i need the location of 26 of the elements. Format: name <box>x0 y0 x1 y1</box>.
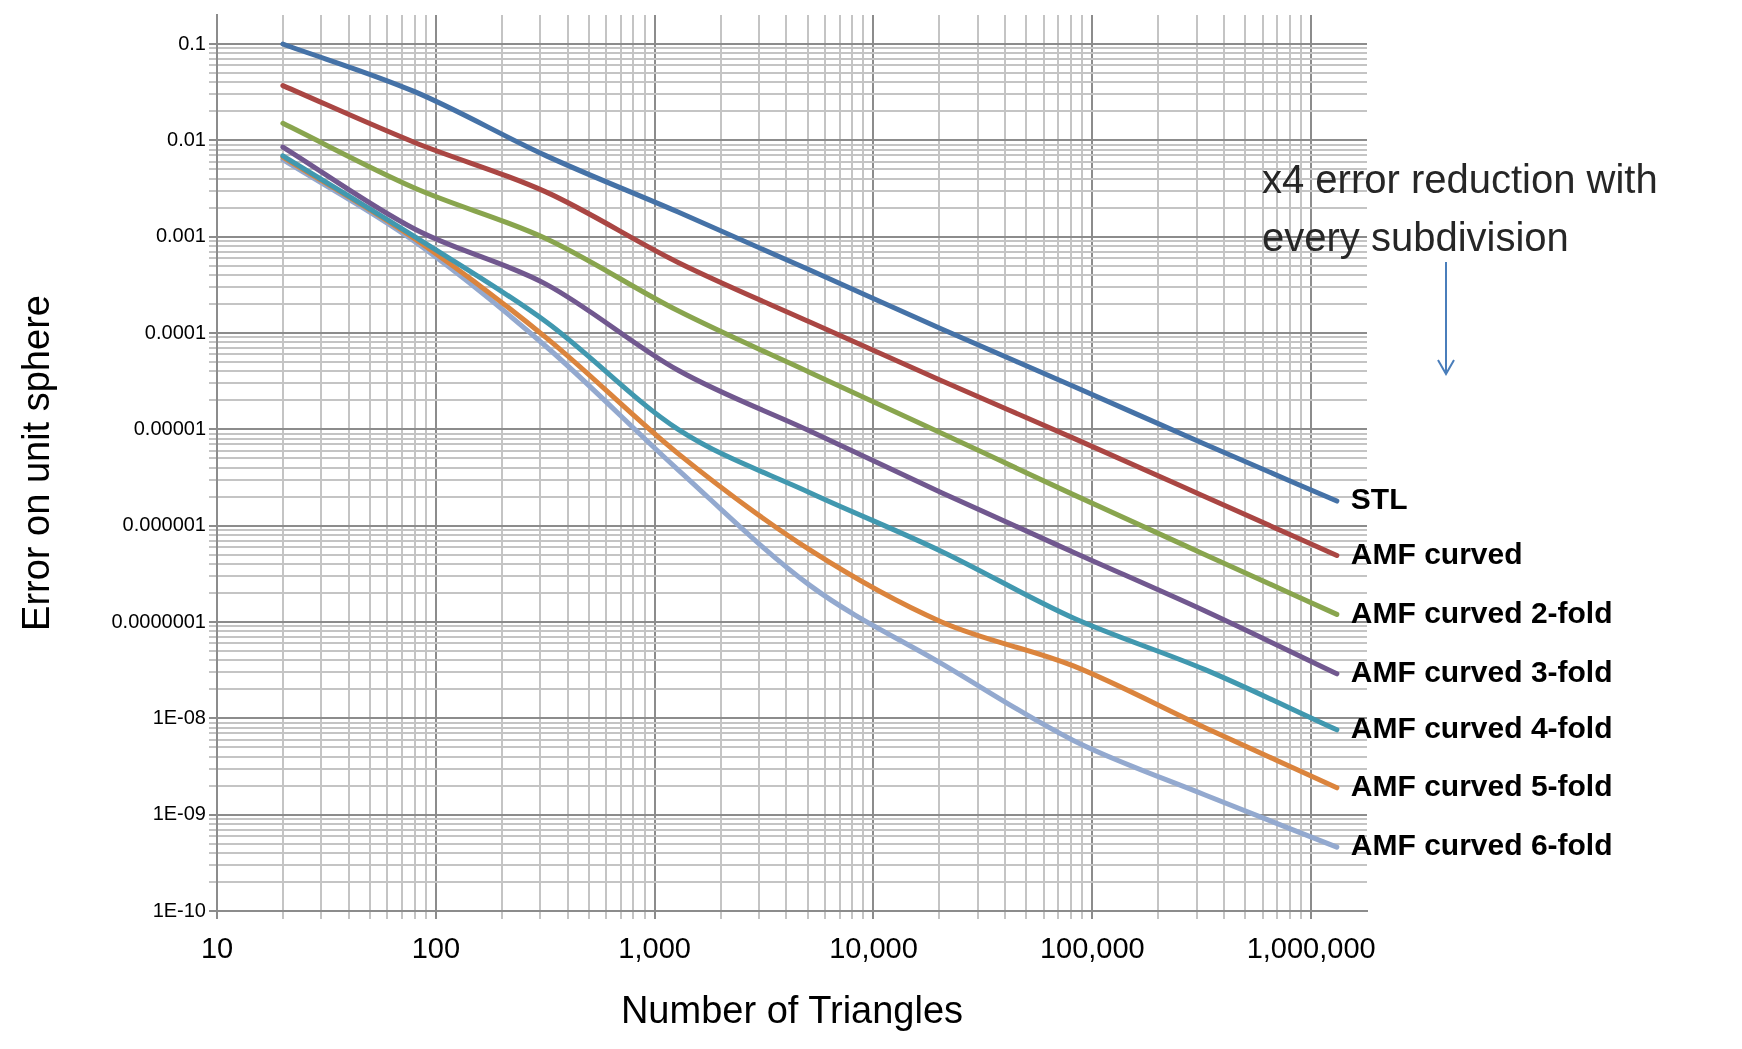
y-tick-label: 0.1 <box>178 31 206 54</box>
annotation: x4 error reduction with every subdivision <box>1262 156 1659 261</box>
y-tick-label: 0.01 <box>167 127 206 150</box>
x-tick-label: 1,000 <box>618 932 691 965</box>
x-tick-label: 10,000 <box>829 932 918 965</box>
series-label: AMF curved 2-fold <box>1350 595 1613 629</box>
y-tick-label: 1E-08 <box>152 705 206 728</box>
series-label: AMF curved 5-fold <box>1350 769 1613 803</box>
x-tick-label: 100 <box>411 932 461 965</box>
series-label: AMF curved 6-fold <box>1350 828 1613 862</box>
x-tick-label: 10 <box>200 932 234 965</box>
series-label: AMF curved 3-fold <box>1350 655 1613 689</box>
series-label: STL <box>1350 482 1408 516</box>
y-tick-label: 0.0000001 <box>111 609 206 632</box>
series-label: AMF curved 4-fold <box>1350 711 1613 745</box>
x-axis-title: Number of Triangles <box>620 988 964 1031</box>
y-tick-label: 0.000001 <box>122 513 206 536</box>
x-tick-label: 100,000 <box>1039 932 1145 965</box>
y-tick-label: 0.001 <box>155 224 206 247</box>
series-label: AMF curved <box>1350 536 1523 570</box>
y-tick-label: 1E-10 <box>152 898 206 921</box>
y-tick-label: 0.0001 <box>144 320 206 343</box>
y-axis-title: Error on unit sphere <box>15 295 58 631</box>
y-tick-label: 1E-09 <box>152 802 206 825</box>
x-tick-label: 1,000,000 <box>1246 932 1376 965</box>
y-tick-label: 0.00001 <box>133 416 206 439</box>
